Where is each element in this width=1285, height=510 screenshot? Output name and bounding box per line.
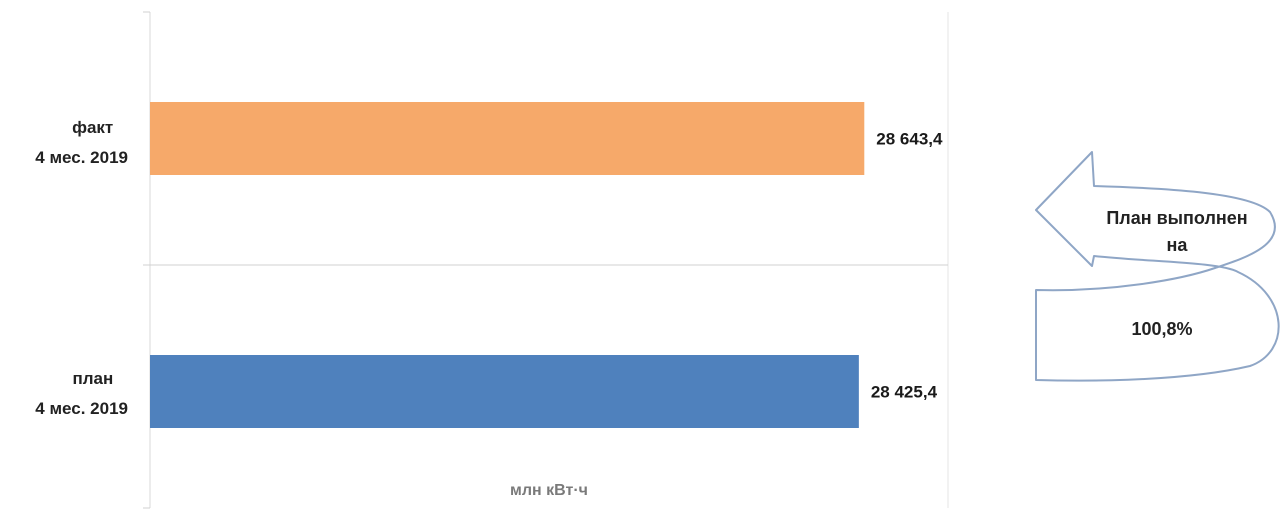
circular-arrow-icon [1035,151,1280,382]
category-label-fact: факт 4 мес. 2019 [35,118,128,167]
callout-line-2: на [1167,235,1189,255]
unit-label: млн кВт·ч [510,482,588,499]
value-label-fact: 28 643,4 [876,130,943,149]
value-label-plan: 28 425,4 [871,383,938,402]
bar-plan [150,355,859,428]
callout-line-1: План выполнен [1106,208,1247,228]
plan-completion-callout: План выполнен на 100,8% [1035,151,1280,382]
category-label-plan: план 4 мес. 2019 [35,369,128,418]
bar-fact [150,102,865,175]
callout-percent: 100,8% [1131,319,1192,339]
